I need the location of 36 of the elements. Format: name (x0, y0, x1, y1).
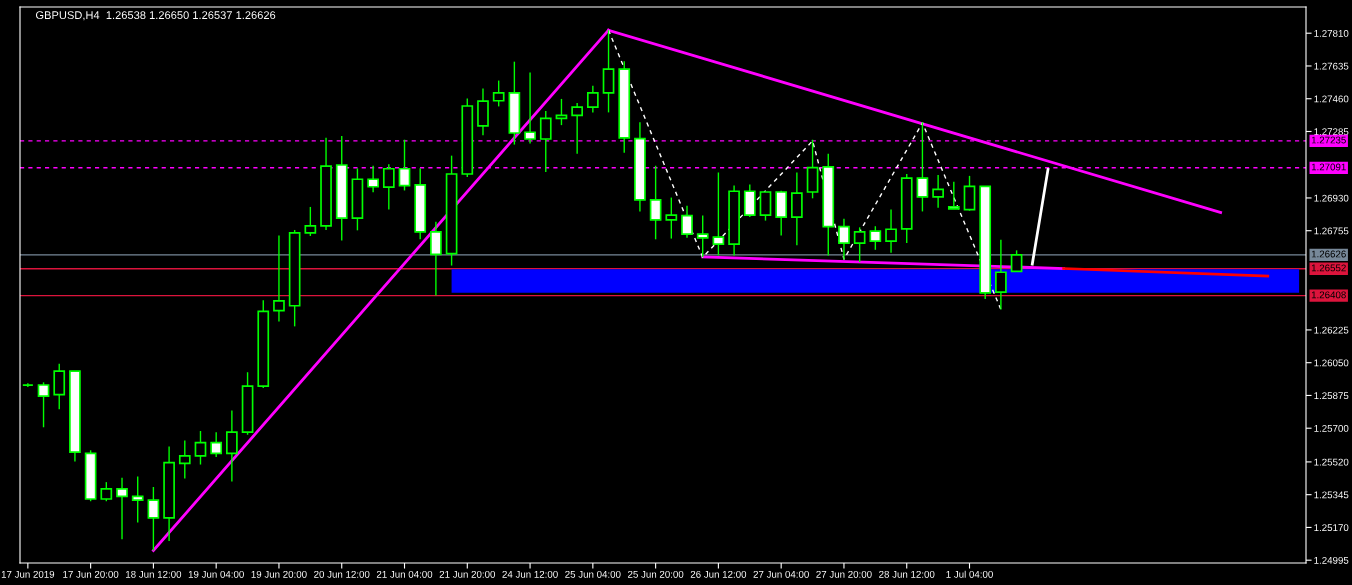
ref-line-label: 1.27091 (1311, 163, 1346, 171)
y-tick-label: 1.27285 (1314, 128, 1349, 136)
y-tick-label: 1.27460 (1314, 95, 1349, 103)
x-tick-label: 1 Jul 04:00 (946, 570, 993, 578)
x-tick-label: 21 Jun 20:00 (439, 570, 496, 578)
x-tick-label: 19 Jun 20:00 (251, 570, 307, 578)
x-tick-label: 27 Jun 20:00 (816, 570, 872, 578)
x-tick-label: 27 Jun 04:00 (753, 570, 809, 578)
y-tick-label: 1.26050 (1314, 359, 1349, 367)
y-tick-label: 1.26755 (1314, 227, 1349, 235)
x-tick-label: 20 Jun 12:00 (314, 570, 370, 578)
y-tick-label: 1.24995 (1314, 556, 1349, 564)
x-tick-label: 25 Jun 04:00 (565, 570, 621, 578)
x-tick-label: 25 Jun 20:00 (628, 570, 684, 578)
y-tick-label: 1.25345 (1314, 491, 1349, 499)
x-tick-label: 17 Jun 2019 (1, 570, 55, 578)
x-tick-label: 26 Jun 12:00 (690, 570, 747, 578)
y-tick-label: 1.25875 (1314, 392, 1349, 400)
x-tick-label: 21 Jun 04:00 (376, 570, 433, 578)
y-tick-label: 1.25700 (1314, 424, 1349, 432)
y-tick-label: 1.27810 (1314, 29, 1349, 37)
y-tick-label: 1.25520 (1314, 458, 1349, 466)
ref-line-label: 1.26626 (1311, 250, 1346, 258)
x-tick-label: 17 Jun 20:00 (63, 570, 119, 578)
ref-line-label: 1.26552 (1311, 264, 1346, 272)
x-tick-label: 18 Jun 12:00 (126, 570, 182, 578)
ref-line-label: 1.26408 (1311, 291, 1346, 299)
y-tick-label: 1.26225 (1314, 326, 1349, 334)
y-tick-label: 1.27635 (1314, 62, 1349, 70)
y-tick-label: 1.26930 (1314, 194, 1349, 202)
chart-title: GBPUSD,H4 1.26538 1.26650 1.26537 1.26626 (35, 11, 276, 21)
y-tick-label: 1.25170 (1314, 524, 1349, 532)
x-tick-label: 19 Jun 04:00 (188, 570, 244, 578)
x-tick-label: 24 Jun 12:00 (502, 570, 558, 578)
ref-line-label: 1.27235 (1311, 136, 1346, 144)
x-tick-label: 28 Jun 12:00 (879, 570, 935, 578)
